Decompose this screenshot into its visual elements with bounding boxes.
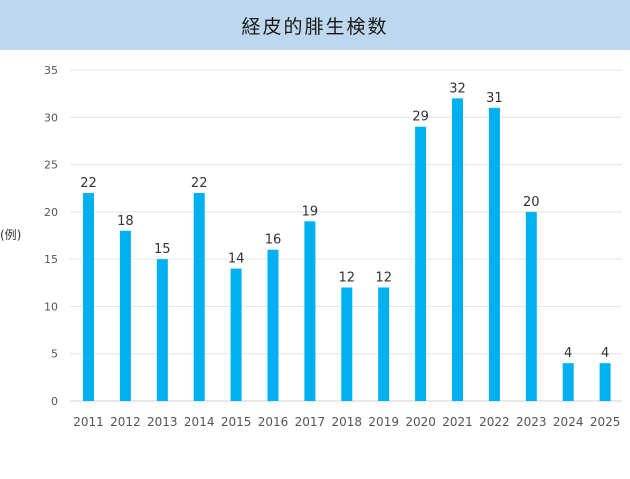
x-tick-label: 2019 xyxy=(368,415,399,429)
x-tick-label: 2016 xyxy=(258,415,289,429)
data-label: 20 xyxy=(523,195,540,210)
data-label: 4 xyxy=(564,346,572,361)
data-label: 15 xyxy=(154,242,171,257)
x-tick-label: 2025 xyxy=(590,415,621,429)
bar xyxy=(267,249,279,401)
x-tick-label: 2017 xyxy=(295,415,326,429)
chart-title-bar: 経皮的腓生検数 xyxy=(0,0,630,50)
data-label: 22 xyxy=(80,176,97,191)
y-tick-label: 20 xyxy=(44,206,58,219)
bar xyxy=(378,287,390,401)
x-tick-label: 2020 xyxy=(405,415,436,429)
bar xyxy=(415,126,427,401)
bar xyxy=(525,211,537,401)
x-tick-label: 2014 xyxy=(184,415,215,429)
data-label: 29 xyxy=(412,110,429,125)
y-tick-label: 30 xyxy=(44,111,58,124)
y-tick-label: 10 xyxy=(44,300,58,313)
bar xyxy=(599,363,611,401)
y-tick-label: 35 xyxy=(44,64,58,77)
data-label: 14 xyxy=(228,252,245,267)
bar xyxy=(83,192,94,401)
bar xyxy=(341,287,353,401)
x-tick-label: 2024 xyxy=(553,415,584,429)
y-axis-label: (例) xyxy=(0,228,22,242)
x-tick-label: 2013 xyxy=(147,415,178,429)
data-label: 31 xyxy=(486,91,503,106)
data-label: 19 xyxy=(302,204,319,219)
data-label: 12 xyxy=(339,271,356,286)
x-tick-label: 2015 xyxy=(221,415,252,429)
y-tick-label: 25 xyxy=(44,159,58,172)
x-tick-label: 2011 xyxy=(73,415,104,429)
x-tick-label: 2023 xyxy=(516,415,547,429)
y-tick-label: 0 xyxy=(51,395,58,408)
bar xyxy=(156,259,168,401)
chart-title: 経皮的腓生検数 xyxy=(241,15,389,38)
bar xyxy=(452,98,463,401)
bar xyxy=(230,268,242,401)
y-tick-label: 5 xyxy=(51,348,58,361)
x-tick-label: 2012 xyxy=(110,415,141,429)
bar xyxy=(193,192,205,401)
x-tick-label: 2018 xyxy=(332,415,363,429)
bar xyxy=(562,363,574,401)
x-tick-label: 2022 xyxy=(479,415,510,429)
bar xyxy=(488,107,500,401)
x-tick-label: 2021 xyxy=(442,415,473,429)
y-tick-label: 15 xyxy=(44,253,58,266)
data-label: 16 xyxy=(265,233,282,248)
bar xyxy=(304,221,316,401)
data-label: 22 xyxy=(191,176,208,191)
bar xyxy=(119,230,131,401)
data-label: 12 xyxy=(375,271,392,286)
data-label: 4 xyxy=(601,346,609,361)
data-label: 18 xyxy=(117,214,134,229)
data-label: 32 xyxy=(449,81,466,96)
